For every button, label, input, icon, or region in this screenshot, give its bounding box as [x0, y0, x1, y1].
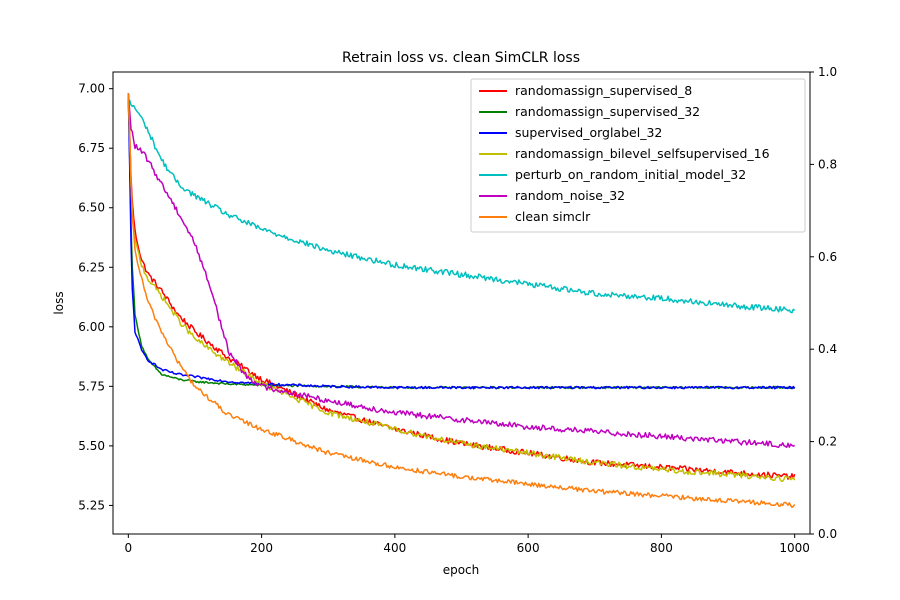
legend-entry-label: clean simclr	[515, 209, 591, 224]
y-axis-label: loss	[52, 291, 66, 314]
series-line-0	[127, 93, 796, 480]
y-tick-label: 6.50	[78, 201, 105, 215]
x-axis-ticks: 0 200 400 600 800 1000	[125, 534, 810, 555]
plot-frame	[112, 71, 811, 535]
y-tick-label: 5.75	[78, 379, 105, 393]
y-tick-label: 6.00	[78, 320, 105, 334]
x-tick-label: 600	[517, 541, 540, 555]
legend: randomassign_supervised_8 randomassign_su…	[470, 78, 806, 233]
y2-tick-label: 0.2	[818, 435, 837, 449]
secondary-y-axis-ticks: 0.0 0.2 0.4 0.6 0.8 1.0	[810, 65, 837, 541]
y2-tick-label: 0.4	[818, 342, 837, 356]
series-line-4	[128, 99, 796, 314]
y2-tick-label: 0.6	[818, 250, 837, 264]
y2-tick-label: 1.0	[818, 65, 837, 79]
x-tick-label: 0	[125, 541, 133, 555]
legend-entry-label: randomassign_supervised_32	[515, 104, 700, 119]
x-tick-label: 200	[250, 541, 273, 555]
chart-title: Retrain loss vs. clean SimCLR loss	[342, 50, 580, 66]
legend-entry-label: perturb_on_random_initial_model_32	[515, 167, 746, 182]
y-tick-label: 7.00	[78, 82, 105, 96]
y-tick-label: 6.25	[78, 260, 105, 274]
y-tick-label: 5.50	[78, 439, 105, 453]
legend-entry-label: randomassign_bilevel_selfsupervised_16	[515, 146, 770, 161]
y2-tick-label: 0.0	[818, 527, 837, 541]
series-lines	[127, 93, 796, 509]
legend-entry-label: random_noise_32	[515, 188, 625, 203]
series-line-2	[127, 93, 796, 390]
x-axis-label: epoch	[443, 563, 480, 577]
series-line-5	[127, 93, 796, 449]
series-line-6	[127, 93, 796, 509]
legend-box	[470, 78, 806, 233]
x-tick-label: 1000	[779, 541, 810, 555]
legend-entry-label: randomassign_supervised_8	[515, 83, 692, 98]
y-tick-label: 5.25	[78, 498, 105, 512]
x-tick-label: 400	[383, 541, 406, 555]
y-axis-ticks: 5.25 5.50 5.75 6.00 6.25 6.50 6.75 7.00	[78, 82, 113, 512]
y2-tick-label: 0.8	[818, 157, 837, 171]
y-tick-label: 6.75	[78, 141, 105, 155]
x-tick-label: 800	[650, 541, 673, 555]
series-line-3	[127, 93, 796, 482]
legend-entry-label: supervised_orglabel_32	[515, 125, 662, 140]
